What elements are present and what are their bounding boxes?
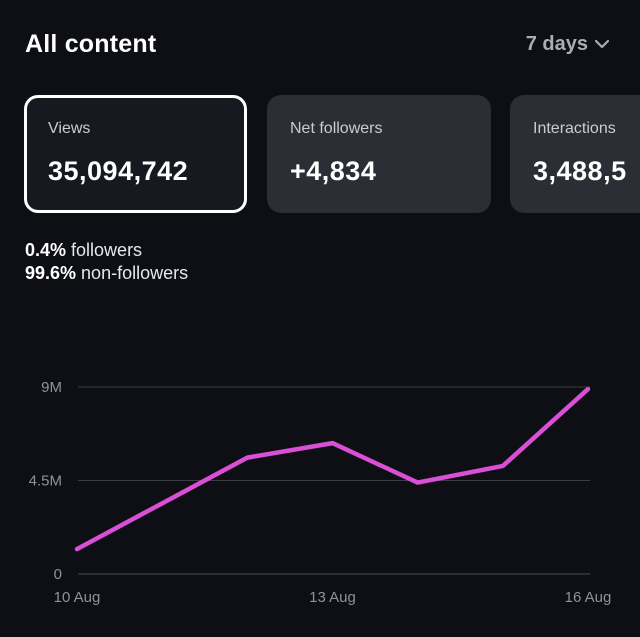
followers-percent: 0.4% xyxy=(25,240,67,260)
metric-card-interactions[interactable]: Interactions 3,488,5 xyxy=(510,95,640,213)
non-followers-row: 99.6% non-followers xyxy=(25,262,188,285)
date-range-label: 7 days xyxy=(525,33,588,55)
followers-row: 0.4% followers xyxy=(25,239,188,262)
metric-card-net-followers[interactable]: Net followers +4,834 xyxy=(267,95,491,213)
views-line-chart: 0 4.5M 9M 10 Aug 13 Aug 16 Aug xyxy=(29,379,612,606)
x-tick-label: 16 Aug xyxy=(565,589,612,606)
metric-value: +4,834 xyxy=(290,156,377,186)
followers-label: followers xyxy=(66,240,143,260)
non-followers-percent: 99.6% xyxy=(25,263,77,283)
audience-breakdown: 0.4% followers 99.6% non-followers xyxy=(25,239,188,285)
date-range-dropdown[interactable]: 7 days xyxy=(526,33,609,56)
metric-value: 35,094,742 xyxy=(48,156,189,186)
x-tick-label: 13 Aug xyxy=(309,589,356,606)
y-tick-label: 0 xyxy=(54,566,62,583)
y-tick-label: 4.5M xyxy=(29,473,62,490)
metric-label: Views xyxy=(48,120,91,137)
views-series-line xyxy=(74,386,591,552)
metric-label: Net followers xyxy=(290,120,383,137)
y-tick-label: 9M xyxy=(41,379,62,396)
page-title: All content xyxy=(25,30,157,58)
chevron-down-icon xyxy=(595,40,609,49)
metric-card-views[interactable]: Views 35,094,742 xyxy=(24,95,247,213)
metric-value: 3,488,5 xyxy=(533,156,627,186)
non-followers-label: non-followers xyxy=(76,263,189,283)
x-tick-label: 10 Aug xyxy=(54,589,101,606)
metric-label: Interactions xyxy=(533,120,616,137)
